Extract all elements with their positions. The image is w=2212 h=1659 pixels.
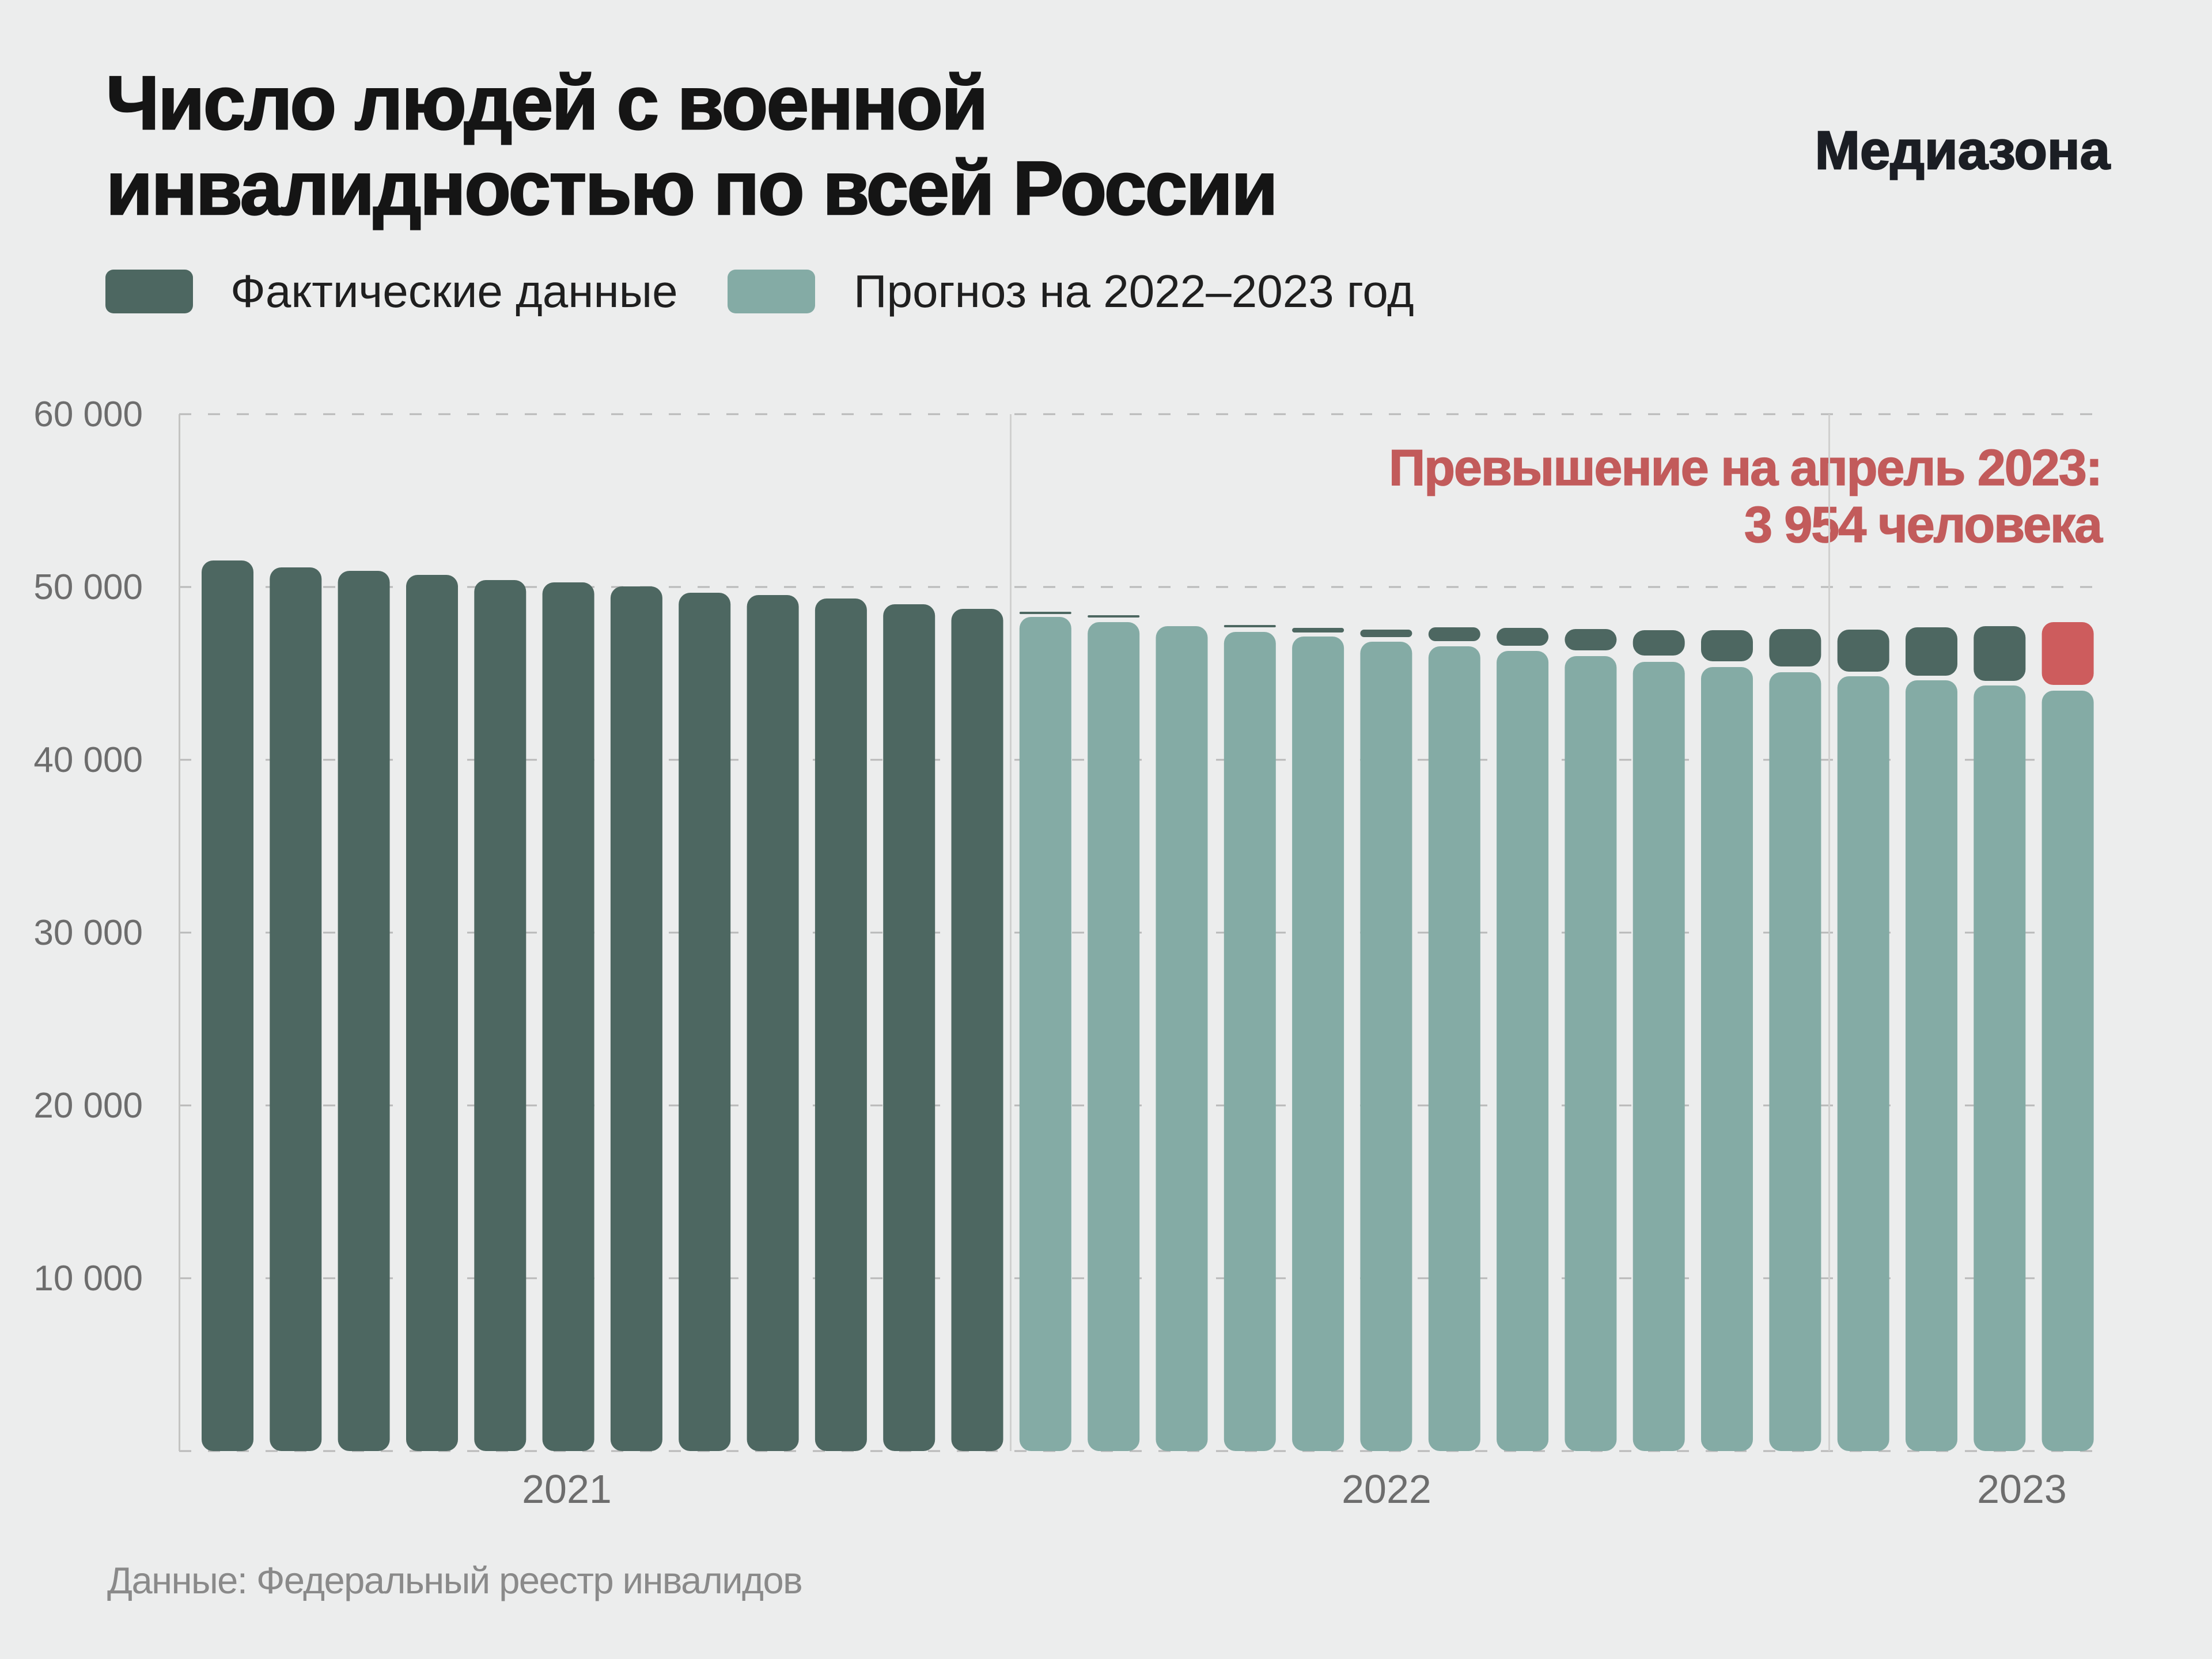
svg-text:2022: 2022 <box>1342 1467 1431 1512</box>
svg-text:2021: 2021 <box>522 1467 612 1512</box>
svg-text:40 000: 40 000 <box>33 740 143 780</box>
svg-text:2023: 2023 <box>1977 1467 2067 1512</box>
svg-text:10 000: 10 000 <box>33 1259 143 1298</box>
svg-text:50 000: 50 000 <box>33 567 143 607</box>
svg-text:30 000: 30 000 <box>33 913 143 953</box>
svg-text:20 000: 20 000 <box>33 1086 143 1126</box>
svg-text:60 000: 60 000 <box>33 395 143 434</box>
